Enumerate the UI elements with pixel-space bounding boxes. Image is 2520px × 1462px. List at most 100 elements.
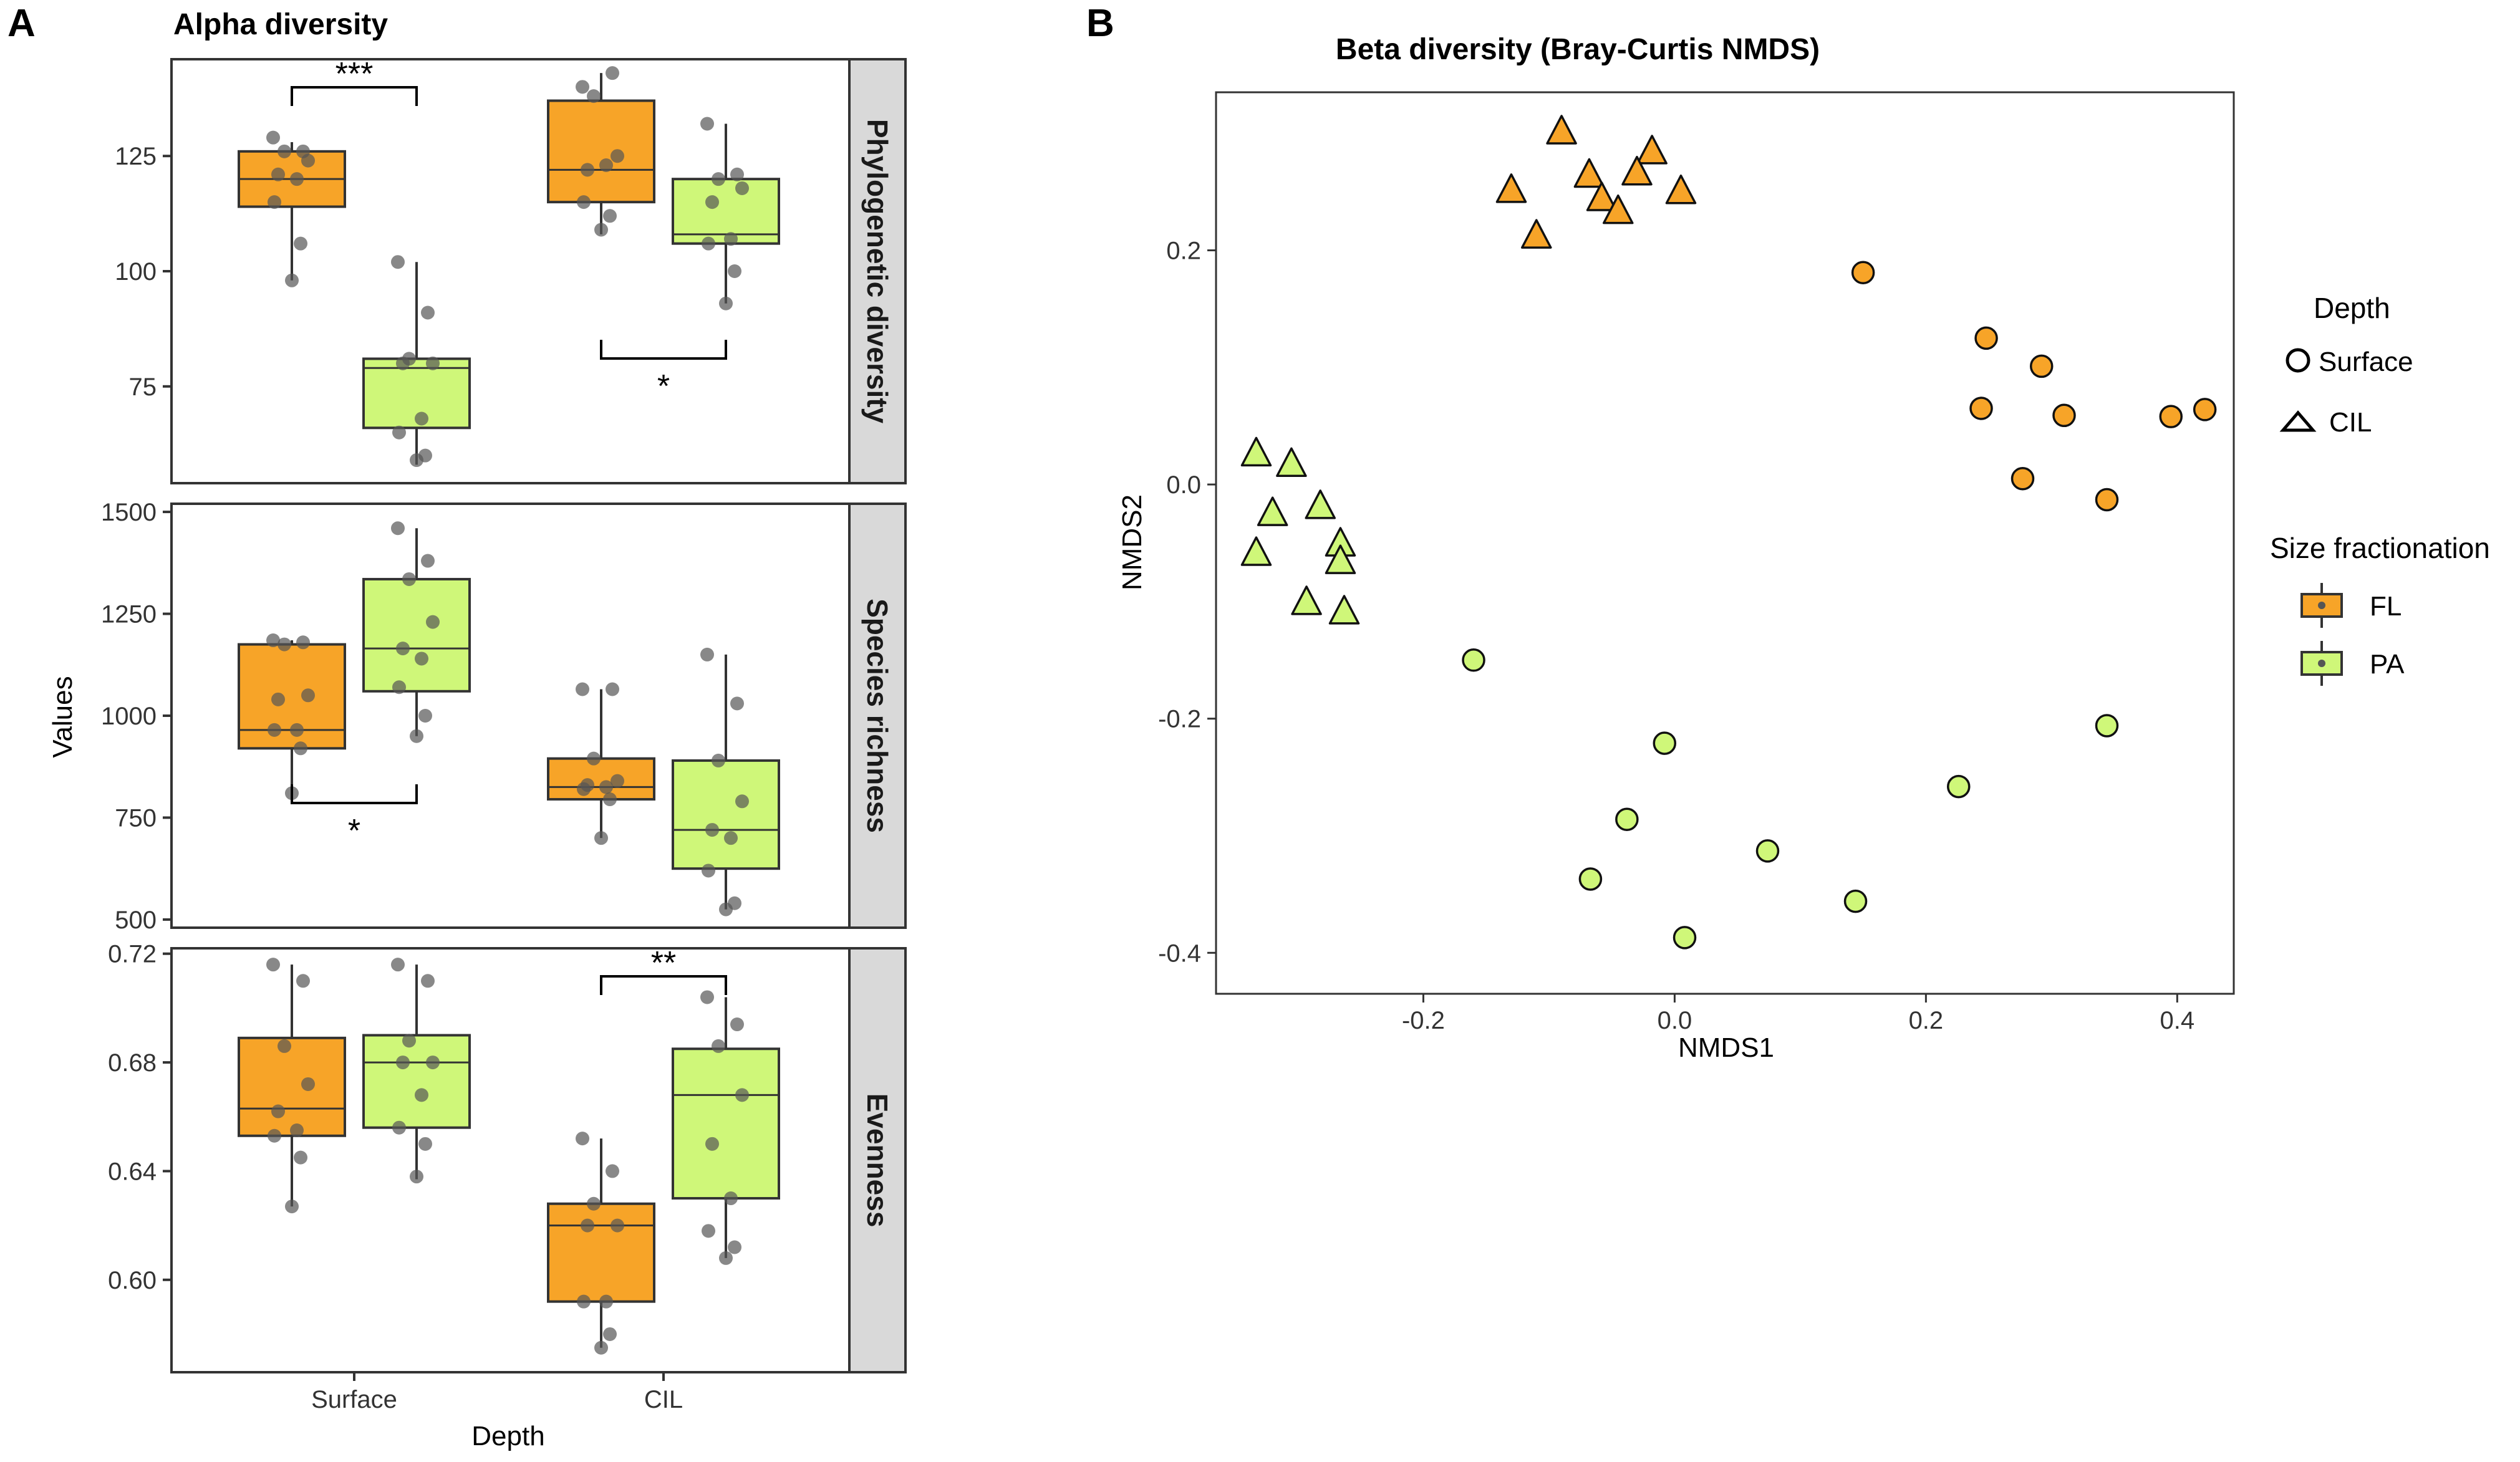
data-point [301, 153, 315, 168]
y-tick-label: 100 [115, 258, 157, 286]
alpha-facets: Phylogenetic diversity75100125****Specie… [101, 56, 907, 1381]
data-point [606, 66, 619, 80]
box-species-richness-fl-cil [547, 757, 655, 801]
data-point [728, 264, 741, 278]
box-evenness-pa-cil [672, 1047, 780, 1200]
nmds-y-tick-label: 0.0 [1166, 471, 1201, 499]
data-point [581, 163, 594, 177]
nmds-y-axis-label: NMDS2 [1117, 494, 1147, 590]
data-point [728, 1240, 741, 1254]
data-point [576, 682, 589, 696]
data-point [426, 615, 440, 629]
panel-a-title: Alpha diversity [173, 8, 388, 41]
nmds-point-fl-cil [1546, 115, 1577, 145]
data-point [391, 958, 405, 972]
y-tick-label: 750 [115, 804, 157, 832]
x-tick-label-cil: CIL [644, 1386, 683, 1413]
data-point [268, 723, 281, 737]
alpha-x-axis-label: Depth [471, 1421, 544, 1451]
data-point [719, 1251, 733, 1265]
data-point [700, 117, 714, 131]
facet-species-richness: Species richness 500 750 1000 1250 1500 * [101, 499, 907, 934]
data-point [290, 723, 304, 737]
legend-pa-label: PA [2370, 649, 2405, 680]
legend-cil-symbol [2279, 410, 2317, 432]
data-point [587, 751, 601, 766]
legend-fl-dot [2318, 602, 2325, 609]
data-point [285, 1200, 299, 1214]
y-tick-label: 1000 [101, 703, 157, 730]
data-point [415, 411, 428, 426]
x-tick-label-surface: Surface [311, 1386, 397, 1413]
legend-cil-label: CIL [2329, 407, 2372, 438]
data-point [296, 635, 310, 650]
data-point [396, 1056, 410, 1070]
box-evenness-fl-cil [547, 1202, 655, 1303]
significance-bracket-species-richness-surface [291, 784, 418, 804]
nmds-point-pa-cil [1276, 447, 1307, 478]
nmds-point-pa-surface [1947, 774, 1971, 799]
nmds-point-fl-surface [2052, 403, 2076, 428]
facet-panel-phylogenetic-diversity [170, 58, 851, 484]
nmds-x-tick-label: 0.0 [1658, 1007, 1692, 1034]
box-phylogenetic-diversity-pa-cil [672, 178, 780, 245]
data-point [594, 223, 608, 237]
data-point [730, 167, 744, 181]
facet-strip-evenness [848, 947, 907, 1373]
nmds-y-tick-label: -0.2 [1158, 706, 1201, 733]
y-tick-label: 0.68 [108, 1049, 157, 1077]
data-point [702, 236, 715, 251]
data-point [268, 195, 281, 209]
legend-depth-title: Depth [2314, 292, 2390, 324]
data-point [599, 158, 613, 172]
data-point [426, 356, 440, 370]
significance-bracket-phylogenetic-diversity-cil [600, 340, 727, 360]
y-tick-label: 0.72 [108, 941, 157, 968]
facet-strip-label-species-richness: Species richness [861, 599, 894, 833]
nmds-point-pa-cil [1240, 536, 1272, 566]
data-point [391, 255, 405, 269]
data-point [594, 831, 608, 845]
data-point [730, 696, 744, 711]
nmds-point-fl-cil [1586, 181, 1618, 211]
significance-bracket-phylogenetic-diversity-surface [291, 86, 418, 106]
data-point [705, 823, 719, 837]
data-point [705, 1137, 719, 1151]
y-tick-label: 1500 [101, 499, 157, 526]
nmds-point-fl-surface [2029, 354, 2054, 378]
data-point [402, 572, 416, 586]
data-point [576, 1132, 589, 1146]
data-point [587, 1196, 601, 1211]
data-point [278, 144, 291, 158]
nmds-point-pa-surface [1578, 867, 1603, 891]
data-point [410, 453, 423, 468]
alpha-y-axis-label: Values [47, 676, 78, 757]
data-point [581, 1218, 594, 1233]
y-tick-label: 500 [115, 907, 157, 934]
box-phylogenetic-diversity-fl-cil [547, 99, 655, 204]
nmds-point-fl-cil [1602, 194, 1634, 224]
data-point [735, 1088, 749, 1102]
data-point [700, 990, 714, 1004]
nmds-point-pa-surface [1615, 807, 1639, 831]
data-point [724, 831, 738, 845]
data-point [301, 688, 315, 703]
legend-size-title: Size fractionation [2270, 532, 2490, 564]
y-tick-label: 125 [115, 143, 157, 170]
facet-strip-label-phylogenetic-diversity: Phylogenetic diversity [861, 119, 894, 424]
nmds-point-pa-surface [1843, 889, 1868, 913]
data-point [418, 709, 432, 723]
data-point [296, 974, 310, 988]
nmds-point-pa-cil [1257, 496, 1288, 526]
data-point [719, 296, 733, 310]
nmds-x-tick-label: -0.2 [1402, 1007, 1445, 1034]
nmds-point-fl-surface [2095, 488, 2119, 512]
data-point [421, 974, 435, 988]
data-point [724, 232, 738, 246]
facet-strip-species-richness [848, 503, 907, 929]
facet-evenness: Evenness 0.60 0.64 0.68 0.72 ** [108, 941, 907, 1381]
data-point [724, 1191, 738, 1206]
significance-label: * [657, 368, 670, 405]
data-point [415, 652, 428, 666]
data-point [599, 780, 613, 794]
